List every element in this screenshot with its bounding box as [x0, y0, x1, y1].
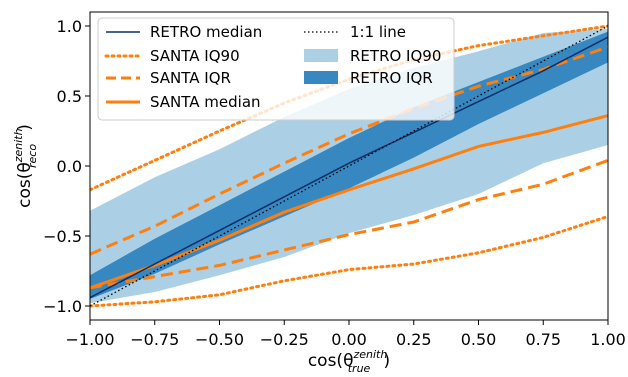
legend-item: RETRO IQ90 — [304, 47, 441, 65]
x-tick-label: −0.75 — [130, 330, 179, 349]
x-tick-label: 0.75 — [525, 330, 561, 349]
retro-iqr-band — [90, 31, 608, 299]
x-tick-label: −0.50 — [195, 330, 244, 349]
legend: RETRO median SANTA IQ90 SANTA IQR SANTA med… — [97, 17, 455, 121]
x-tick-label: −1.00 — [65, 330, 114, 349]
legend-item: SANTA IQR — [106, 69, 231, 87]
legend-label: RETRO IQ90 — [350, 47, 441, 65]
y-tick-label: 0.0 — [57, 157, 82, 176]
santa-iqr-upper-line — [90, 45, 608, 256]
legend-item: SANTA median — [106, 93, 261, 111]
legend-label: SANTA IQR — [150, 69, 231, 87]
legend-swatch — [304, 71, 338, 84]
legend-box — [97, 17, 455, 121]
legend-label: RETRO median — [150, 23, 262, 41]
y-tick-label: 0.5 — [57, 87, 82, 106]
y-tick-label: 1.0 — [57, 17, 82, 36]
santa-iqr-lower-line — [90, 158, 608, 290]
y-tick-label: −1.0 — [43, 297, 82, 316]
x-tick-label: 0.50 — [461, 330, 497, 349]
x-axis-label: cos(θzenith true) — [308, 348, 390, 375]
y-axis-label: cos(θzenithreco) — [12, 124, 39, 208]
band-layer — [90, 28, 608, 304]
legend-item: SANTA IQ90 — [104, 47, 240, 65]
legend-item: 1:1 line — [304, 23, 406, 41]
y-tick-label: −0.5 — [43, 227, 82, 246]
legend-label: 1:1 line — [350, 23, 406, 41]
x-tick-label: 1.00 — [590, 330, 626, 349]
legend-label: RETRO IQR — [350, 69, 433, 87]
x-tick-label: 0.25 — [396, 330, 432, 349]
legend-item: RETRO IQR — [304, 69, 433, 87]
retro-median-line — [90, 36, 608, 299]
legend-label: SANTA median — [150, 93, 261, 111]
tick-layer: −1.00 −0.75 −0.50 −0.25 0.00 0.25 0.50 0.75 1.00… — [43, 17, 626, 349]
x-tick-label: 0.00 — [331, 330, 367, 349]
santa-iq90-lower-line — [90, 214, 608, 308]
legend-swatch — [304, 49, 338, 62]
santa-median-line — [90, 114, 608, 290]
legend-label: SANTA IQ90 — [150, 47, 240, 65]
legend-item: RETRO median — [106, 23, 262, 41]
x-tick-label: −0.25 — [260, 330, 309, 349]
